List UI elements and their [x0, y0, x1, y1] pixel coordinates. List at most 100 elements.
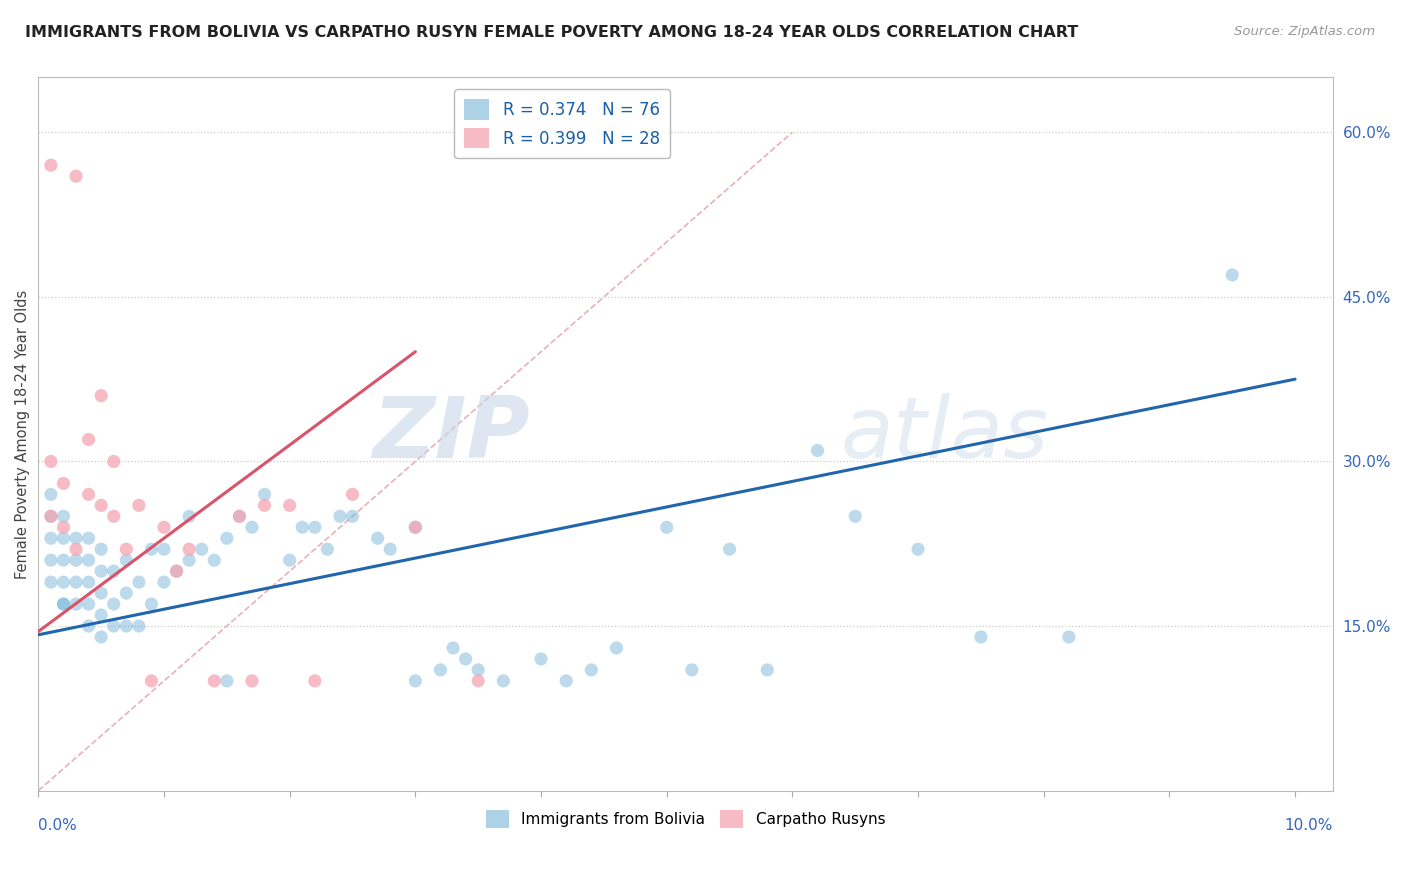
Point	[52, 476, 75, 491]
Point	[240, 673, 263, 688]
Point	[153, 575, 176, 590]
Point	[342, 509, 364, 524]
Point	[141, 542, 163, 557]
Point	[215, 673, 238, 688]
Point	[404, 520, 426, 534]
Point	[90, 564, 112, 578]
Legend: Immigrants from Bolivia, Carpatho Rusyns: Immigrants from Bolivia, Carpatho Rusyns	[479, 804, 891, 834]
Point	[215, 531, 238, 545]
Text: IMMIGRANTS FROM BOLIVIA VS CARPATHO RUSYN FEMALE POVERTY AMONG 18-24 YEAR OLDS C: IMMIGRANTS FROM BOLIVIA VS CARPATHO RUSY…	[25, 25, 1078, 40]
Point	[278, 553, 301, 567]
Point	[39, 487, 62, 501]
Point	[655, 520, 678, 534]
Point	[555, 673, 578, 688]
Text: 10.0%: 10.0%	[1285, 818, 1333, 833]
Point	[467, 673, 489, 688]
Point	[115, 619, 138, 633]
Point	[52, 509, 75, 524]
Point	[1057, 630, 1080, 644]
Point	[39, 158, 62, 172]
Point	[52, 531, 75, 545]
Point	[291, 520, 314, 534]
Point	[718, 542, 741, 557]
Point	[179, 509, 201, 524]
Point	[128, 499, 150, 513]
Point	[115, 553, 138, 567]
Point	[103, 564, 125, 578]
Point	[278, 499, 301, 513]
Point	[304, 520, 326, 534]
Point	[65, 575, 87, 590]
Point	[103, 597, 125, 611]
Point	[454, 652, 477, 666]
Point	[179, 542, 201, 557]
Point	[90, 586, 112, 600]
Point	[39, 575, 62, 590]
Point	[844, 509, 866, 524]
Text: atlas: atlas	[841, 392, 1049, 475]
Point	[228, 509, 250, 524]
Point	[202, 673, 225, 688]
Point	[404, 673, 426, 688]
Text: Source: ZipAtlas.com: Source: ZipAtlas.com	[1234, 25, 1375, 38]
Point	[429, 663, 451, 677]
Point	[90, 630, 112, 644]
Point	[39, 509, 62, 524]
Point	[316, 542, 339, 557]
Point	[103, 619, 125, 633]
Point	[342, 487, 364, 501]
Point	[90, 608, 112, 623]
Point	[39, 553, 62, 567]
Point	[970, 630, 993, 644]
Point	[166, 564, 188, 578]
Point	[77, 433, 100, 447]
Y-axis label: Female Poverty Among 18-24 Year Olds: Female Poverty Among 18-24 Year Olds	[15, 289, 30, 579]
Point	[190, 542, 212, 557]
Point	[103, 454, 125, 468]
Point	[153, 520, 176, 534]
Point	[202, 553, 225, 567]
Text: 0.0%: 0.0%	[38, 818, 77, 833]
Point	[128, 575, 150, 590]
Point	[253, 487, 276, 501]
Point	[166, 564, 188, 578]
Point	[907, 542, 929, 557]
Point	[77, 575, 100, 590]
Point	[77, 487, 100, 501]
Point	[605, 640, 627, 655]
Point	[90, 499, 112, 513]
Point	[253, 499, 276, 513]
Point	[240, 520, 263, 534]
Point	[1220, 268, 1243, 282]
Point	[39, 509, 62, 524]
Point	[492, 673, 515, 688]
Point	[65, 597, 87, 611]
Point	[380, 542, 402, 557]
Point	[367, 531, 389, 545]
Point	[90, 389, 112, 403]
Point	[329, 509, 352, 524]
Point	[304, 673, 326, 688]
Point	[52, 520, 75, 534]
Point	[141, 597, 163, 611]
Point	[52, 597, 75, 611]
Point	[530, 652, 553, 666]
Point	[441, 640, 464, 655]
Point	[681, 663, 703, 677]
Point	[65, 553, 87, 567]
Point	[52, 575, 75, 590]
Point	[581, 663, 603, 677]
Point	[65, 531, 87, 545]
Point	[77, 597, 100, 611]
Point	[179, 553, 201, 567]
Point	[115, 586, 138, 600]
Point	[103, 509, 125, 524]
Point	[128, 619, 150, 633]
Point	[39, 454, 62, 468]
Point	[141, 673, 163, 688]
Point	[65, 542, 87, 557]
Point	[90, 542, 112, 557]
Point	[77, 619, 100, 633]
Point	[115, 542, 138, 557]
Point	[467, 663, 489, 677]
